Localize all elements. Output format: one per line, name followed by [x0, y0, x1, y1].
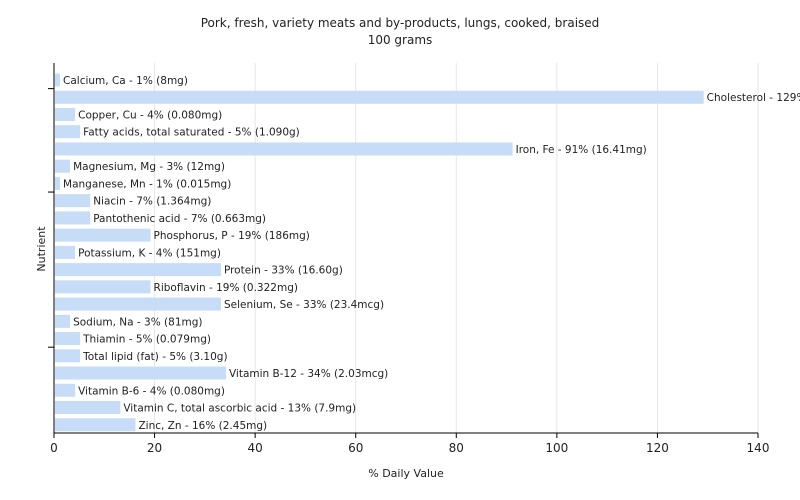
grid-lines — [154, 63, 759, 433]
x-tick-label: 100 — [545, 441, 568, 455]
x-tick-label: 120 — [646, 441, 669, 455]
bar — [55, 159, 71, 173]
bars — [55, 73, 704, 432]
bar-label: Sodium, Na - 3% (81mg) — [73, 316, 202, 328]
x-tick-label: 60 — [348, 441, 363, 455]
bar-label: Potassium, K - 4% (151mg) — [78, 247, 221, 259]
bar — [55, 366, 226, 380]
bar — [55, 194, 91, 208]
bar — [55, 297, 221, 311]
bar — [55, 349, 81, 363]
bar — [55, 383, 76, 397]
bar — [55, 90, 704, 104]
bar — [55, 314, 71, 328]
chart-title: Pork, fresh, variety meats and by-produc… — [201, 16, 600, 30]
bar — [55, 211, 91, 225]
bar-label: Riboflavin - 19% (0.322mg) — [154, 282, 298, 294]
x-tick-label: 40 — [248, 441, 263, 455]
bar — [55, 245, 76, 259]
bar — [55, 332, 81, 346]
bar-label: Pantothenic acid - 7% (0.663mg) — [93, 213, 266, 225]
chart-subtitle: 100 grams — [368, 33, 433, 47]
axes — [48, 63, 758, 434]
bar — [55, 418, 136, 432]
x-tick-label: 0 — [50, 441, 58, 455]
bar — [55, 176, 61, 190]
bar-label: Thiamin - 5% (0.079mg) — [82, 334, 211, 346]
bar-label: Protein - 33% (16.60g) — [224, 265, 343, 277]
bar — [55, 280, 151, 294]
bar — [55, 73, 61, 87]
bar-label: Manganese, Mn - 1% (0.015mg) — [63, 178, 231, 190]
bar-labels: Calcium, Ca - 1% (8mg) Cholesterol - 129%… — [63, 75, 800, 432]
x-tick-label: 80 — [449, 441, 464, 455]
x-axis-title: % Daily Value — [368, 467, 444, 480]
bar — [55, 263, 221, 277]
bar-label: Vitamin C, total ascorbic acid - 13% (7.… — [123, 403, 356, 415]
bar-label: Phosphorus, P - 19% (186mg) — [154, 230, 310, 242]
x-tick-label: 140 — [747, 441, 770, 455]
y-axis-title: Nutrient — [35, 226, 48, 272]
bar — [55, 125, 81, 139]
bar — [55, 401, 121, 415]
bar-label: Vitamin B-12 - 34% (2.03mcg) — [229, 368, 388, 380]
bar-label: Niacin - 7% (1.364mg) — [93, 196, 211, 208]
bar — [55, 142, 513, 156]
bar — [55, 107, 76, 121]
bar-label: Selenium, Se - 33% (23.4mcg) — [224, 299, 384, 311]
bar-label: Copper, Cu - 4% (0.080mg) — [78, 109, 222, 121]
bar-label: Fatty acids, total saturated - 5% (1.090… — [83, 127, 300, 139]
x-tick-label: 20 — [147, 441, 162, 455]
bar-label: Magnesium, Mg - 3% (12mg) — [73, 161, 225, 173]
bar-label: Iron, Fe - 91% (16.41mg) — [516, 144, 647, 156]
bar-label: Cholesterol - 129% (387mg) — [707, 92, 800, 104]
x-axis-ticks: 0 20 40 60 80 100 120 140 — [50, 433, 769, 455]
bar — [55, 228, 151, 242]
bar-label: Vitamin B-6 - 4% (0.080mg) — [78, 385, 225, 397]
bar-label: Total lipid (fat) - 5% (3.10g) — [82, 351, 227, 363]
bar-label: Zinc, Zn - 16% (2.45mg) — [138, 420, 267, 432]
bar-label: Calcium, Ca - 1% (8mg) — [63, 75, 188, 87]
